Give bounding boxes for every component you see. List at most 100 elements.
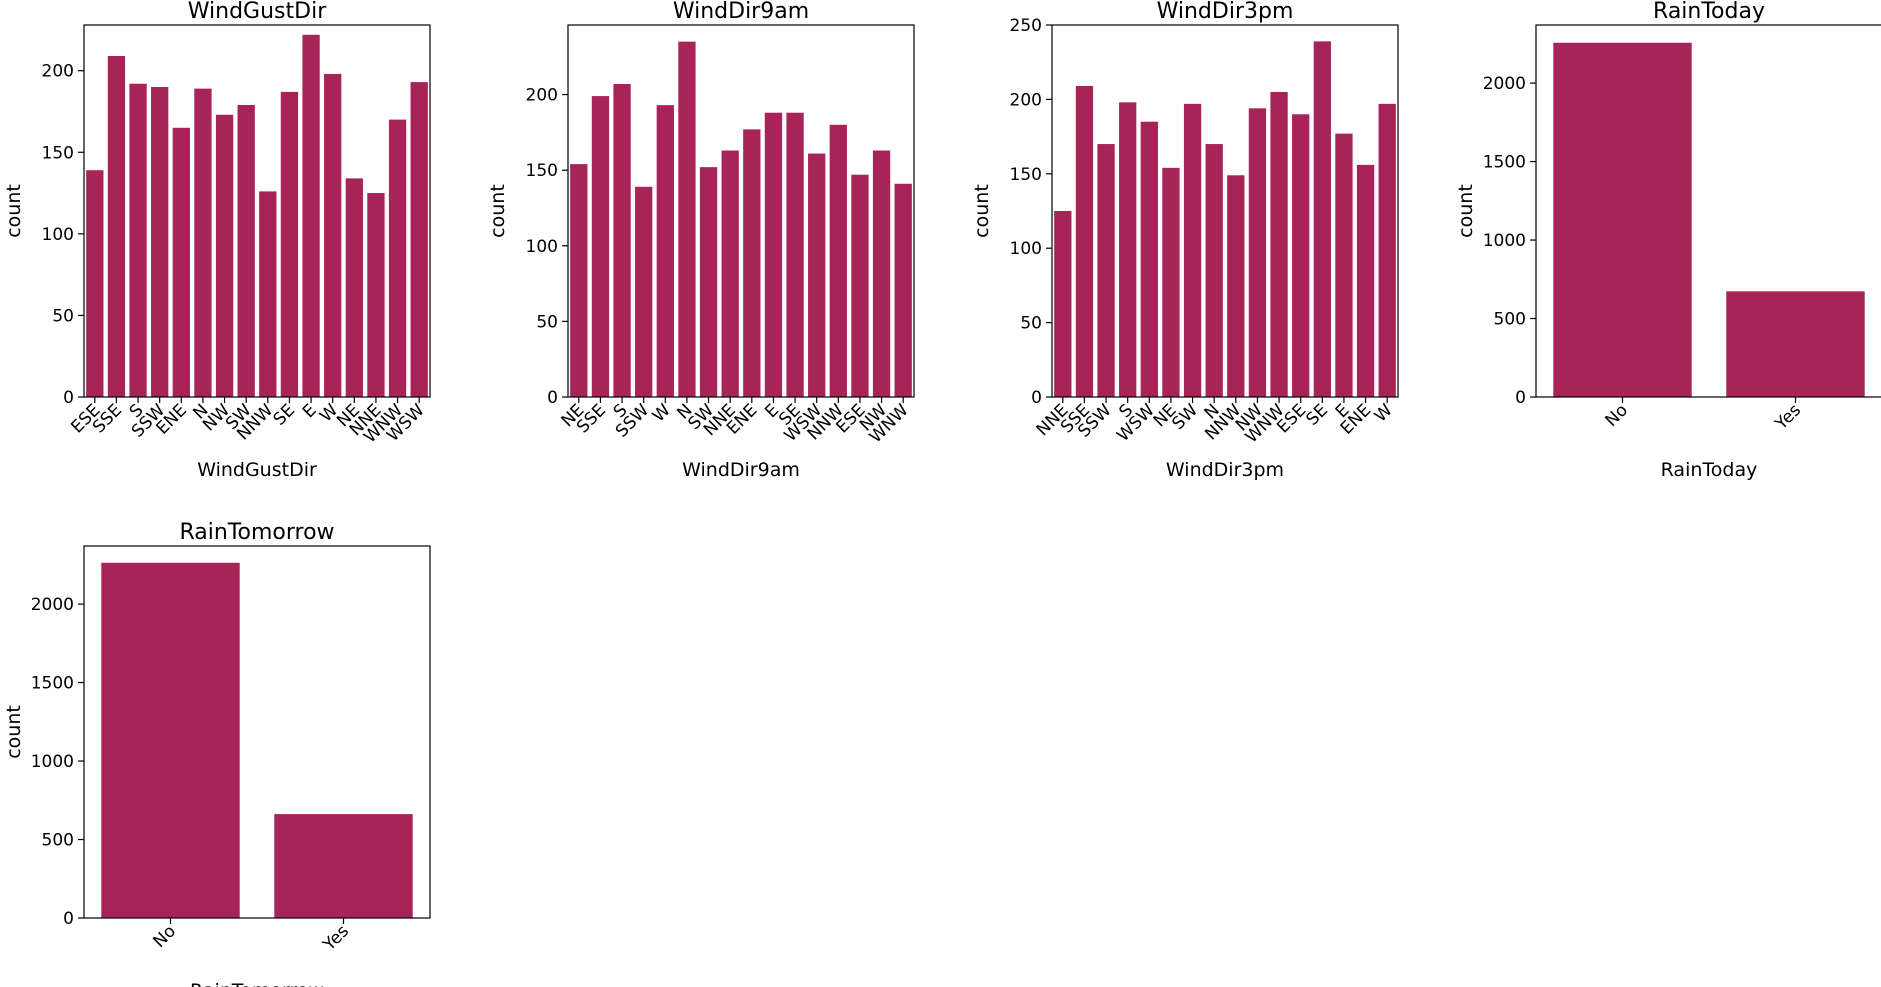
bar-ENE <box>1356 164 1375 397</box>
x-tick-label-W: W <box>1371 400 1397 426</box>
y-tick-label: 150 <box>526 161 558 181</box>
subplot-4: 0 500 1000 1500 2000 No Yes RainTomorrow RainTom… <box>3 520 431 987</box>
y-axis-label: count <box>3 705 25 759</box>
x-tick-label-SE: SE <box>1302 400 1331 429</box>
bar-SSE <box>1075 86 1094 397</box>
bar-No <box>1553 42 1692 398</box>
bar-SSW <box>635 186 653 397</box>
bar-NNW <box>1227 175 1245 397</box>
bar-W <box>1378 103 1396 398</box>
bar-SE <box>280 91 299 397</box>
bar-S <box>613 83 631 397</box>
bar-NE <box>345 178 363 397</box>
bar-W <box>324 73 342 397</box>
y-tick-label: 0 <box>63 388 74 408</box>
y-tick-label: 1500 <box>1483 153 1526 173</box>
bar-ENE <box>743 129 761 397</box>
subplot-title: RainTomorrow <box>179 520 334 545</box>
y-tick-label: 0 <box>547 388 558 408</box>
y-axis-label: count <box>487 184 509 238</box>
bar-S <box>1119 102 1137 397</box>
bar-NNE <box>367 193 385 397</box>
y-tick-label: 200 <box>42 62 74 82</box>
bar-ESE <box>851 174 869 397</box>
y-tick-label: 50 <box>52 306 74 326</box>
plot-frame <box>83 24 431 398</box>
bar-WSW <box>808 153 826 397</box>
bar-SE <box>786 112 804 398</box>
bar-No <box>101 562 240 918</box>
x-tick-label-No: No <box>150 921 180 951</box>
bar-SW <box>1183 103 1202 398</box>
y-tick-label: 1000 <box>1483 231 1526 251</box>
y-tick-label: 200 <box>1010 90 1042 110</box>
y-tick-label: 0 <box>63 909 74 929</box>
y-tick-label: 0 <box>1515 388 1526 408</box>
bar-SW <box>699 167 718 397</box>
bar-ESE <box>86 170 104 397</box>
y-tick-label: 500 <box>1494 310 1526 330</box>
subplot-title: WindDir3pm <box>1157 0 1294 24</box>
x-axis-label: WindDir9am <box>682 459 800 481</box>
bar-NE <box>570 164 588 397</box>
x-tick-label-Yes: Yes <box>1771 400 1805 434</box>
y-tick-label: 1500 <box>31 674 74 694</box>
y-tick-label: 50 <box>1020 314 1042 334</box>
plot-frame <box>1051 24 1399 398</box>
bar-NNE <box>1054 211 1072 397</box>
bar-E <box>302 34 320 397</box>
bar-N <box>1205 144 1223 397</box>
bar-Yes <box>274 814 413 918</box>
y-tick-label: 100 <box>42 225 74 245</box>
y-tick-label: 500 <box>42 831 74 851</box>
bar-S <box>129 83 147 398</box>
x-tick-label-W: W <box>649 400 675 426</box>
x-axis-label: RainToday <box>1661 459 1758 481</box>
bar-WSW <box>410 82 428 398</box>
y-tick-label: 0 <box>1031 388 1042 408</box>
bar-SSE <box>107 56 126 397</box>
bar-NE <box>1162 167 1180 397</box>
x-tick-label-No: No <box>1602 400 1632 430</box>
subplot-title: WindGustDir <box>188 0 327 24</box>
bar-NW <box>215 114 234 398</box>
x-tick-label-Yes: Yes <box>319 921 353 955</box>
bar-SSE <box>591 96 610 397</box>
plot-frame <box>567 24 915 398</box>
bar-N <box>194 88 212 397</box>
subplot-3: 0 500 1000 1500 2000 No Yes RainToday RainToday c… <box>1455 0 1881 481</box>
x-axis-label: WindDir3pm <box>1166 459 1284 481</box>
bar-SE <box>1313 41 1331 398</box>
bar-E <box>764 112 783 398</box>
plot-frame <box>1535 24 1881 398</box>
bar-WSW <box>1140 121 1158 397</box>
bar-WNW <box>388 119 407 397</box>
x-axis-label: RainTomorrow <box>190 980 324 987</box>
bar-N <box>678 41 696 397</box>
y-tick-label: 250 <box>1010 16 1042 36</box>
y-axis-label: count <box>3 184 25 238</box>
y-tick-label: 150 <box>42 143 74 163</box>
y-tick-label: 2000 <box>31 595 74 615</box>
y-tick-label: 1000 <box>31 752 74 772</box>
subplot-title: WindDir9am <box>673 0 809 24</box>
y-axis-label: count <box>971 184 993 238</box>
bar-NW <box>872 150 891 397</box>
y-axis-label: count <box>1455 184 1477 238</box>
x-tick-label-SE: SE <box>270 400 299 429</box>
bar-E <box>1335 133 1353 397</box>
subplot-title: RainToday <box>1653 0 1765 24</box>
bar-Yes <box>1726 291 1865 397</box>
y-tick-label: 200 <box>526 86 558 106</box>
bar-SW <box>237 104 255 397</box>
y-tick-label: 2000 <box>1483 74 1526 94</box>
y-tick-label: 100 <box>1010 239 1042 259</box>
y-tick-label: 100 <box>526 237 558 257</box>
x-tick-label-SW: SW <box>1168 400 1202 434</box>
plot-frame <box>83 545 431 919</box>
bar-ESE <box>1292 114 1310 397</box>
